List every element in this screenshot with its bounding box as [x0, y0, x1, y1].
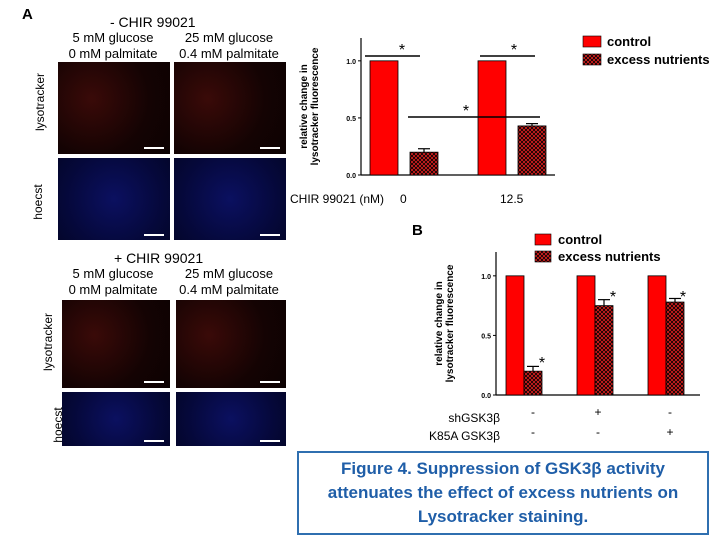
treatment-sign: - — [668, 405, 672, 419]
figure-caption-text: Figure 4. Suppression of GSK3β activity … — [327, 459, 679, 526]
condition-line: 0 mM palmitate — [68, 46, 158, 61]
y-tick-label: 1.0 — [481, 274, 491, 281]
micrograph-b-lysotracker-1 — [62, 300, 170, 388]
micrograph-a-hoecst-2 — [174, 158, 286, 240]
bar-excess-nutrients — [665, 301, 685, 396]
micrograph-a-lysotracker-2 — [174, 62, 286, 154]
treatment-sign: + — [594, 405, 601, 419]
y-axis-label: lysotracker fluorescence — [445, 264, 456, 382]
row-label-shgsk3b: shGSK3β — [448, 411, 500, 425]
legend-swatch-excess-nutrients — [534, 250, 552, 263]
micrograph-a-lysotracker-1 — [58, 62, 170, 154]
condition-line: 0.4 mM palmitate — [179, 282, 279, 297]
micrograph-b-hoecst-2 — [176, 392, 286, 446]
legend-swatch-control — [534, 233, 552, 246]
y-tick-label: 0.0 — [481, 393, 491, 400]
panel-b-condition-2: 25 mM glucose 0.4 mM palmitate — [170, 266, 288, 298]
panel-a-label: A — [22, 6, 33, 23]
chart-a: 0.0 0.5 1.0 relative change in lysotracker f… — [290, 34, 710, 206]
treatment-sign: - — [531, 405, 535, 419]
bar-control — [576, 275, 596, 396]
panel-b-row-lysotracker: lysotracker — [41, 313, 55, 372]
bar-excess-nutrients — [409, 151, 439, 176]
significance-star: * — [680, 289, 686, 306]
condition-line: 5 mM glucose — [72, 30, 154, 45]
significance-star: * — [511, 42, 517, 59]
panel-a-treatment: - CHIR 99021 — [110, 14, 196, 30]
panel-a-row-lysotracker: lysotracker — [33, 73, 47, 132]
significance-star: * — [610, 289, 616, 306]
row-label-k85a-gsk3b: K85A GSK3β — [429, 429, 500, 443]
significance-star: * — [399, 42, 405, 59]
y-tick-label: 0.5 — [481, 333, 491, 340]
bar-excess-nutrients — [517, 125, 547, 176]
panel-a-condition-2: 25 mM glucose 0.4 mM palmitate — [170, 30, 288, 62]
condition-line: 0.4 mM palmitate — [179, 46, 279, 61]
bar-excess-nutrients — [594, 305, 614, 396]
micrograph-a-hoecst-1 — [58, 158, 170, 240]
y-axis-label: lysotracker fluorescence — [310, 47, 321, 165]
significance-star: * — [539, 355, 545, 372]
panel-b-label: B — [412, 222, 423, 239]
panel-b-condition-1: 5 mM glucose 0 mM palmitate — [58, 266, 168, 298]
panel-b-treatment: + CHIR 99021 — [114, 250, 204, 266]
figure-caption: Figure 4. Suppression of GSK3β activity … — [297, 451, 709, 535]
condition-line: 25 mM glucose — [184, 266, 274, 281]
x-tick-label: 0 — [400, 192, 407, 206]
x-axis-label: CHIR 99021 (nM) — [290, 192, 384, 206]
legend-swatch-control — [582, 35, 602, 48]
y-tick-label: 0.0 — [346, 173, 356, 180]
x-tick-label: 12.5 — [500, 192, 524, 206]
bar-control — [505, 275, 525, 396]
legend-label-control: control — [558, 232, 602, 247]
chart-b: 0.0 0.5 1.0 relative change in lysotracker f… — [429, 232, 700, 443]
legend-label-excess-nutrients: excess nutrients — [558, 249, 661, 264]
y-axis-label: relative change in — [434, 281, 445, 365]
condition-line: 25 mM glucose — [184, 30, 274, 45]
panel-a-condition-1: 5 mM glucose 0 mM palmitate — [58, 30, 168, 62]
micrograph-b-lysotracker-2 — [176, 300, 286, 388]
y-tick-label: 1.0 — [346, 59, 356, 66]
bar-control — [369, 60, 399, 176]
legend-label-control: control — [607, 34, 651, 49]
y-axis-label: relative change in — [299, 64, 310, 148]
panel-a-row-hoecst: hoecst — [31, 184, 45, 220]
treatment-sign: - — [596, 425, 600, 439]
treatment-sign: + — [666, 425, 673, 439]
treatment-sign: - — [531, 425, 535, 439]
y-tick-label: 0.5 — [346, 116, 356, 123]
bar-excess-nutrients — [523, 370, 543, 396]
condition-line: 0 mM palmitate — [68, 282, 158, 297]
micrograph-b-hoecst-1 — [62, 392, 170, 446]
bar-control — [647, 275, 667, 396]
bar-control — [477, 60, 507, 176]
legend-swatch-excess-nutrients — [582, 53, 602, 66]
legend-label-excess-nutrients: excess nutrients — [607, 52, 710, 67]
condition-line: 5 mM glucose — [72, 266, 154, 281]
significance-star: * — [463, 103, 469, 120]
